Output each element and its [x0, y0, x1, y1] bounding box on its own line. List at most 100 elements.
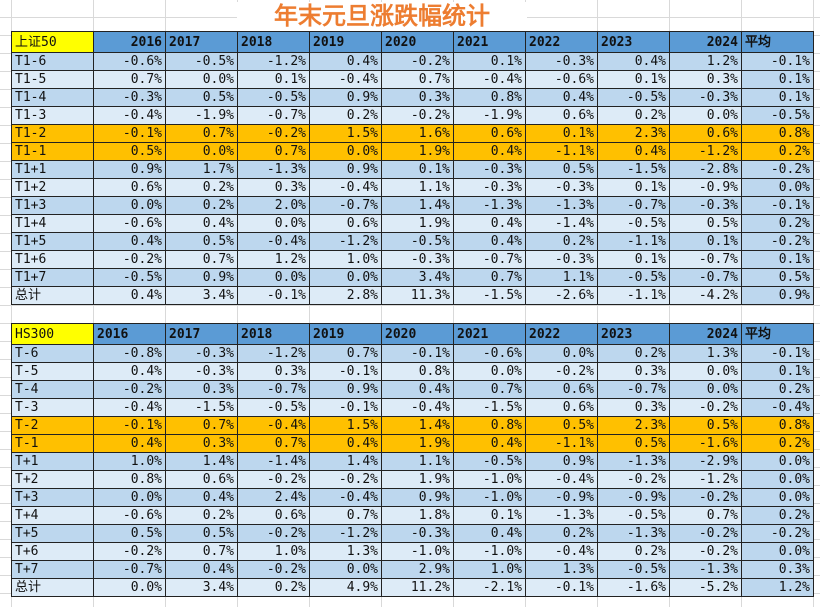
value-cell[interactable]: 1.6% [381, 124, 454, 143]
value-cell[interactable]: -1.6% [597, 578, 670, 597]
column-header[interactable]: 2020 [381, 31, 454, 53]
value-cell[interactable]: -0.7% [453, 250, 526, 269]
value-cell[interactable]: 11.3% [381, 286, 454, 305]
value-cell[interactable]: -1.0% [381, 542, 454, 561]
value-cell[interactable]: -0.2% [669, 488, 742, 507]
value-cell[interactable]: 0.5% [525, 416, 598, 435]
value-cell[interactable]: -0.2% [237, 524, 310, 543]
row-label[interactable]: T+6 [11, 542, 94, 561]
value-cell[interactable]: 0.2% [165, 196, 238, 215]
value-cell[interactable]: -0.5% [381, 232, 454, 251]
value-cell[interactable]: 0.7% [453, 380, 526, 399]
value-cell[interactable]: 0.0% [309, 560, 382, 579]
value-cell[interactable]: -1.3% [525, 506, 598, 525]
value-cell[interactable]: 0.6% [525, 106, 598, 125]
row-label[interactable]: T1-5 [11, 70, 94, 89]
value-cell[interactable]: -1.1% [597, 232, 670, 251]
value-cell[interactable]: -1.3% [597, 452, 670, 471]
value-cell[interactable]: 0.5% [93, 524, 166, 543]
row-label[interactable]: T1+7 [11, 268, 94, 287]
value-cell[interactable]: 0.5% [525, 160, 598, 179]
value-cell[interactable]: -1.3% [453, 196, 526, 215]
value-cell[interactable]: 0.0% [309, 142, 382, 161]
value-cell[interactable]: 0.4% [597, 142, 670, 161]
value-cell[interactable]: 0.3% [237, 362, 310, 381]
value-cell[interactable]: -0.5% [237, 88, 310, 107]
value-cell[interactable]: 1.4% [165, 452, 238, 471]
value-cell[interactable]: 0.4% [309, 434, 382, 453]
value-cell[interactable]: 0.0% [525, 344, 598, 363]
row-label[interactable]: 总计 [11, 578, 94, 597]
value-cell[interactable]: -2.1% [453, 578, 526, 597]
column-header[interactable]: 2021 [453, 31, 526, 53]
value-cell[interactable]: -0.6% [93, 214, 166, 233]
value-cell[interactable]: -0.7% [309, 196, 382, 215]
value-cell[interactable]: 2.3% [597, 124, 670, 143]
value-cell[interactable]: 0.1% [237, 70, 310, 89]
value-cell[interactable]: 0.2% [597, 106, 670, 125]
row-label[interactable]: T+2 [11, 470, 94, 489]
value-cell[interactable]: -0.2% [597, 470, 670, 489]
value-cell[interactable]: 0.7% [93, 70, 166, 89]
average-cell[interactable]: 0.8% [741, 124, 814, 143]
value-cell[interactable]: 0.7% [309, 506, 382, 525]
value-cell[interactable]: 0.8% [453, 88, 526, 107]
value-cell[interactable]: -1.9% [165, 106, 238, 125]
average-cell[interactable]: 0.1% [741, 362, 814, 381]
row-label[interactable]: T1+6 [11, 250, 94, 269]
column-header[interactable]: 2022 [525, 31, 598, 53]
value-cell[interactable]: 0.4% [453, 214, 526, 233]
value-cell[interactable]: -0.3% [669, 88, 742, 107]
value-cell[interactable]: 1.3% [525, 560, 598, 579]
value-cell[interactable]: 0.2% [525, 232, 598, 251]
value-cell[interactable]: 1.9% [381, 142, 454, 161]
value-cell[interactable]: -0.5% [597, 88, 670, 107]
value-cell[interactable]: -0.2% [669, 542, 742, 561]
value-cell[interactable]: -1.2% [237, 344, 310, 363]
value-cell[interactable]: -1.0% [453, 542, 526, 561]
row-label[interactable]: T1+3 [11, 196, 94, 215]
value-cell[interactable]: -0.3% [165, 362, 238, 381]
value-cell[interactable]: 1.0% [309, 250, 382, 269]
value-cell[interactable]: -0.3% [525, 52, 598, 71]
value-cell[interactable]: 0.4% [597, 52, 670, 71]
value-cell[interactable]: 0.4% [93, 232, 166, 251]
value-cell[interactable]: 0.4% [93, 434, 166, 453]
index-name-cell[interactable]: 上证50 [11, 31, 94, 53]
column-header[interactable]: 2024 [669, 31, 742, 53]
value-cell[interactable]: 0.5% [669, 416, 742, 435]
row-label[interactable]: T+4 [11, 506, 94, 525]
average-cell[interactable]: 0.1% [741, 250, 814, 269]
value-cell[interactable]: -1.3% [597, 524, 670, 543]
value-cell[interactable]: -0.6% [525, 70, 598, 89]
value-cell[interactable]: -1.4% [237, 452, 310, 471]
value-cell[interactable]: -0.1% [93, 124, 166, 143]
value-cell[interactable]: 0.4% [309, 52, 382, 71]
value-cell[interactable]: 0.1% [525, 124, 598, 143]
value-cell[interactable]: 0.9% [165, 268, 238, 287]
value-cell[interactable]: -0.2% [237, 470, 310, 489]
value-cell[interactable]: 0.8% [93, 470, 166, 489]
column-header[interactable]: 2016 [93, 31, 166, 53]
value-cell[interactable]: -1.4% [525, 214, 598, 233]
value-cell[interactable]: 1.3% [309, 542, 382, 561]
value-cell[interactable]: 0.4% [165, 214, 238, 233]
value-cell[interactable]: -1.0% [453, 488, 526, 507]
value-cell[interactable]: -0.3% [381, 524, 454, 543]
value-cell[interactable]: -0.4% [525, 542, 598, 561]
value-cell[interactable]: 0.0% [165, 142, 238, 161]
value-cell[interactable]: 2.3% [597, 416, 670, 435]
value-cell[interactable]: 1.7% [165, 160, 238, 179]
value-cell[interactable]: 1.9% [381, 214, 454, 233]
value-cell[interactable]: 0.1% [669, 232, 742, 251]
column-header[interactable]: 平均 [741, 31, 814, 53]
row-label[interactable]: T+5 [11, 524, 94, 543]
average-cell[interactable]: 0.0% [741, 488, 814, 507]
value-cell[interactable]: -0.4% [93, 106, 166, 125]
value-cell[interactable]: 0.4% [93, 362, 166, 381]
value-cell[interactable]: 0.4% [453, 232, 526, 251]
value-cell[interactable]: 0.2% [309, 106, 382, 125]
value-cell[interactable]: 0.9% [93, 160, 166, 179]
row-label[interactable]: T-3 [11, 398, 94, 417]
value-cell[interactable]: 0.8% [381, 362, 454, 381]
